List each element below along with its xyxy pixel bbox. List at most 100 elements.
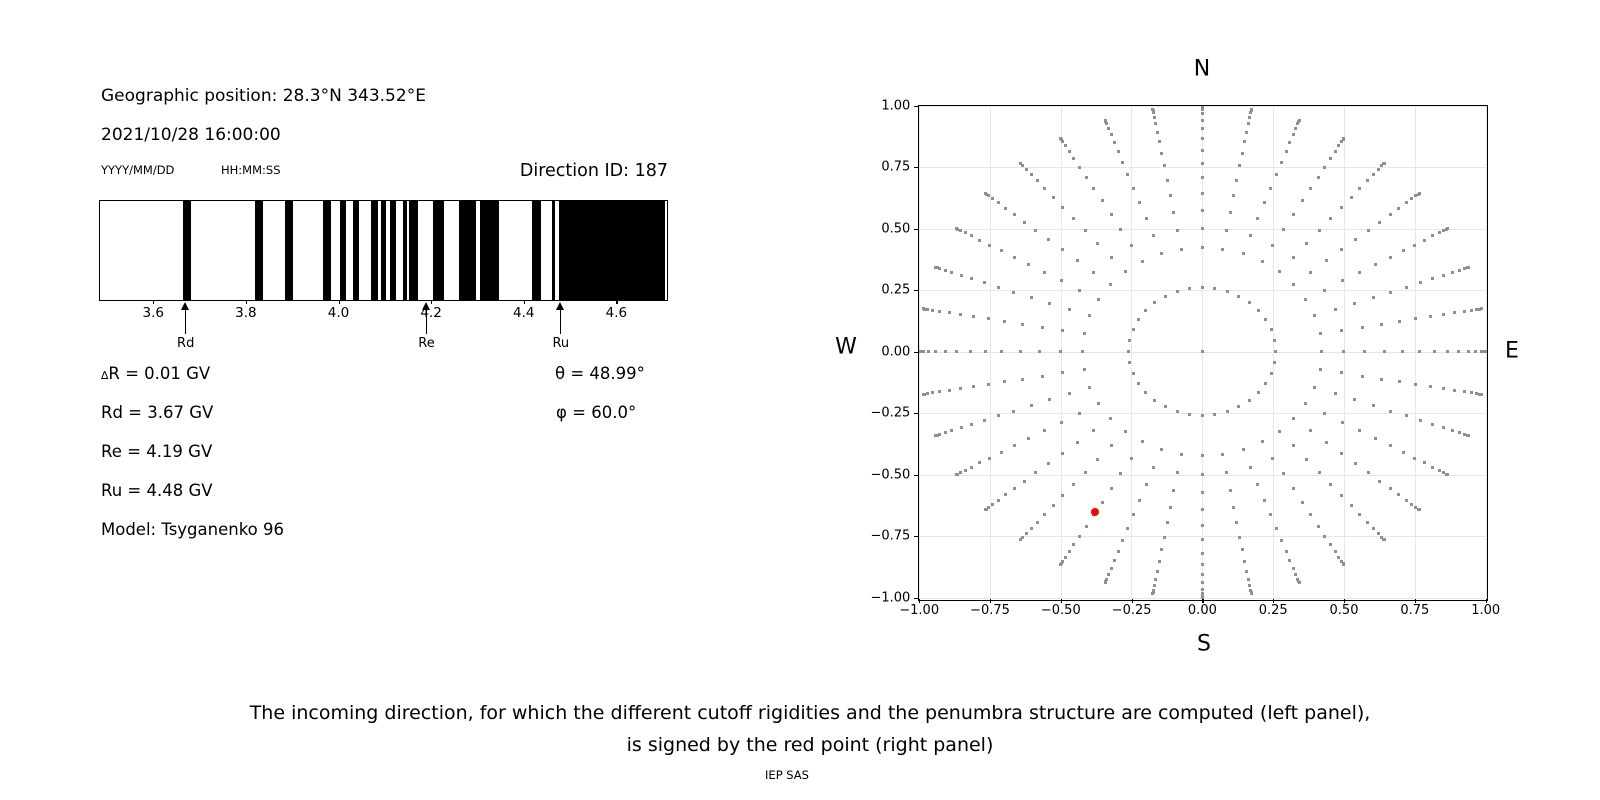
direction-grid-dot	[1264, 381, 1268, 385]
direction-grid-dot	[1012, 409, 1016, 413]
direction-grid-dot	[1305, 241, 1309, 245]
direction-grid-dot	[1296, 122, 1299, 126]
direction-grid-dot	[1029, 404, 1033, 408]
direction-grid-dot	[1225, 409, 1229, 413]
direction-grid-dot	[955, 473, 959, 476]
direction-grid-dot	[1360, 325, 1364, 329]
direction-grid-dot	[1121, 539, 1125, 543]
direction-grid-dot	[1187, 287, 1191, 291]
direction-grid-dot	[1160, 151, 1164, 155]
y-tick-mark	[913, 474, 919, 476]
direction-grid-dot	[1281, 472, 1285, 476]
direction-grid-dot	[1082, 368, 1086, 372]
direction-grid-dot	[1187, 412, 1191, 416]
direction-grid-dot	[931, 391, 935, 395]
x-tick-mark	[245, 299, 248, 304]
direction-grid-dot	[919, 350, 921, 353]
direction-grid-dot	[1108, 416, 1112, 420]
x-tick-label: 0.25	[1258, 603, 1288, 618]
direction-grid-dot	[1158, 559, 1161, 563]
direction-grid-dot	[959, 273, 963, 277]
direction-grid-dot	[925, 392, 929, 396]
direction-grid-dot	[1078, 534, 1081, 538]
direction-grid-dot	[1277, 429, 1281, 433]
x-tick-mark	[919, 598, 921, 603]
direction-grid-dot	[1237, 405, 1241, 409]
direction-grid-dot	[986, 382, 990, 386]
direction-grid-dot	[999, 450, 1003, 454]
direction-grid-dot	[1078, 165, 1081, 169]
x-tick-mark	[523, 299, 525, 304]
direction-grid-dot	[1131, 328, 1135, 332]
direction-grid-dot	[1256, 217, 1260, 221]
direction-grid-dot	[1300, 199, 1304, 203]
direction-grid-dot	[1061, 451, 1065, 455]
direction-grid-dot	[1084, 524, 1088, 528]
direction-grid-dot	[1245, 569, 1249, 573]
x-tick-mark	[338, 299, 340, 304]
direction-grid-dot	[1059, 137, 1062, 140]
direction-grid-dot	[1342, 563, 1346, 566]
direction-grid-dot	[1061, 205, 1065, 209]
penumbra-forbidden-band	[551, 201, 556, 300]
direction-grid-dot	[1175, 409, 1179, 413]
direction-grid-dot	[996, 285, 1000, 289]
direction-grid-dot	[1376, 168, 1380, 171]
direction-grid-dot	[1107, 126, 1110, 130]
caption-line-2: is signed by the red point (right panel)	[626, 734, 994, 756]
direction-grid-dot	[1132, 186, 1136, 190]
direction-grid-dot	[947, 388, 951, 392]
direction-grid-dot	[1024, 168, 1028, 171]
direction-grid-dot	[1309, 429, 1313, 433]
direction-grid-dot	[1137, 381, 1141, 385]
ru-value: Ru = 4.48 GV	[101, 481, 213, 500]
direction-grid-dot	[1431, 234, 1435, 238]
direction-grid-dot	[1450, 270, 1454, 274]
x-tick-mark	[990, 598, 992, 603]
direction-grid-dot	[1342, 137, 1346, 140]
x-tick-mark	[153, 299, 155, 304]
direction-grid-dot	[970, 465, 973, 469]
penumbra-forbidden-band	[353, 201, 359, 300]
direction-grid-dot	[921, 392, 925, 396]
cardinal-west-label: W	[835, 334, 857, 360]
penumbra-forbidden-band	[390, 201, 396, 300]
direction-grid-dot	[1249, 592, 1253, 596]
direction-grid-dot	[1388, 255, 1392, 259]
direction-grid-dot	[1004, 206, 1007, 210]
direction-grid-dot	[1179, 247, 1183, 251]
direction-grid-dot	[1080, 350, 1084, 353]
penumbra-forbidden-band	[323, 201, 332, 300]
delta-symbol: ∆	[101, 369, 109, 382]
direction-grid-dot	[1038, 350, 1041, 353]
direction-grid-dot	[947, 311, 951, 315]
direction-grid-dot	[1363, 350, 1367, 353]
direction-grid-dot	[1096, 402, 1100, 405]
direction-grid-dot	[1200, 454, 1204, 458]
direction-grid-dot	[1264, 318, 1268, 322]
direction-grid-dot	[1388, 213, 1392, 217]
direction-grid-dot	[1246, 577, 1250, 581]
direction-grid-dot	[972, 385, 976, 388]
direction-grid-dot	[1021, 535, 1025, 539]
direction-grid-dot	[1245, 130, 1249, 134]
direction-grid-dot	[1131, 371, 1135, 375]
direction-grid-dot	[1457, 268, 1461, 272]
direction-grid-dot	[1249, 234, 1252, 238]
direction-grid-dot	[1153, 116, 1157, 119]
direction-grid-dot	[1061, 559, 1065, 563]
direction-grid-dot	[1225, 228, 1229, 232]
direction-grid-dot	[1397, 319, 1401, 323]
direction-grid-dot	[927, 350, 930, 353]
x-tick-label: 4.6	[605, 305, 628, 321]
direction-grid-dot	[1333, 392, 1337, 396]
rd-value: Rd = 3.67 GV	[101, 403, 214, 422]
direction-grid-dot	[1153, 398, 1157, 402]
direction-grid-dot	[1228, 489, 1232, 493]
direction-grid-dot	[1397, 206, 1401, 210]
direction-grid-dot	[970, 277, 974, 281]
direction-grid-dot	[1012, 486, 1016, 490]
phi-value: φ = 60.0°	[556, 403, 637, 422]
direction-grid-dot	[950, 270, 954, 274]
direction-grid-dot	[1047, 461, 1051, 465]
